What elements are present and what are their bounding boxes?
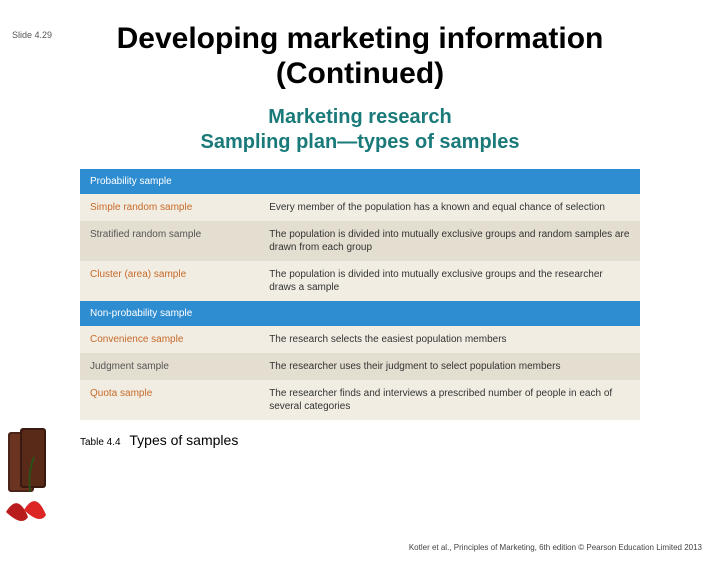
table-row: Cluster (area) sampleThe population is d… xyxy=(80,261,640,301)
caption-text: Types of samples xyxy=(129,432,238,448)
subtitle: Marketing research Sampling plan—types o… xyxy=(0,105,720,155)
sample-name-cell: Convenience sample xyxy=(80,326,259,353)
sample-name-cell: Judgment sample xyxy=(80,353,259,380)
title-line-2: (Continued) xyxy=(0,57,720,92)
table-row: Convenience sampleThe research selects t… xyxy=(80,326,640,353)
table-row: Stratified random sampleThe population i… xyxy=(80,221,640,261)
sample-name-cell: Stratified random sample xyxy=(80,221,259,261)
subtitle-line-1: Marketing research xyxy=(0,105,720,130)
section-header-cell: Non-probability sample xyxy=(80,301,640,326)
footer-credit: Kotler et al., Principles of Marketing, … xyxy=(409,543,702,552)
subtitle-line-2: Sampling plan—types of samples xyxy=(0,130,720,155)
decorative-image xyxy=(0,422,60,532)
sample-desc-cell: The researcher finds and interviews a pr… xyxy=(259,380,640,420)
table-section-header: Non-probability sample xyxy=(80,301,640,326)
sample-desc-cell: The researcher uses their judgment to se… xyxy=(259,353,640,380)
samples-table-container: Probability sampleSimple random sampleEv… xyxy=(80,169,640,420)
table-caption: Table 4.4 Types of samples xyxy=(80,432,720,448)
title-line-1: Developing marketing information xyxy=(0,22,720,57)
table-section-header: Probability sample xyxy=(80,169,640,194)
sample-name-cell: Quota sample xyxy=(80,380,259,420)
sample-desc-cell: The research selects the easiest populat… xyxy=(259,326,640,353)
sample-name-cell: Simple random sample xyxy=(80,194,259,221)
page-title: Developing marketing information (Contin… xyxy=(0,22,720,91)
table-row: Judgment sampleThe researcher uses their… xyxy=(80,353,640,380)
samples-table: Probability sampleSimple random sampleEv… xyxy=(80,169,640,420)
sample-desc-cell: Every member of the population has a kno… xyxy=(259,194,640,221)
sample-desc-cell: The population is divided into mutually … xyxy=(259,261,640,301)
slide-number: Slide 4.29 xyxy=(12,30,52,40)
section-header-cell: Probability sample xyxy=(80,169,640,194)
caption-label: Table 4.4 xyxy=(80,437,121,448)
table-row: Quota sampleThe researcher finds and int… xyxy=(80,380,640,420)
sample-name-cell: Cluster (area) sample xyxy=(80,261,259,301)
sample-desc-cell: The population is divided into mutually … xyxy=(259,221,640,261)
table-row: Simple random sampleEvery member of the … xyxy=(80,194,640,221)
